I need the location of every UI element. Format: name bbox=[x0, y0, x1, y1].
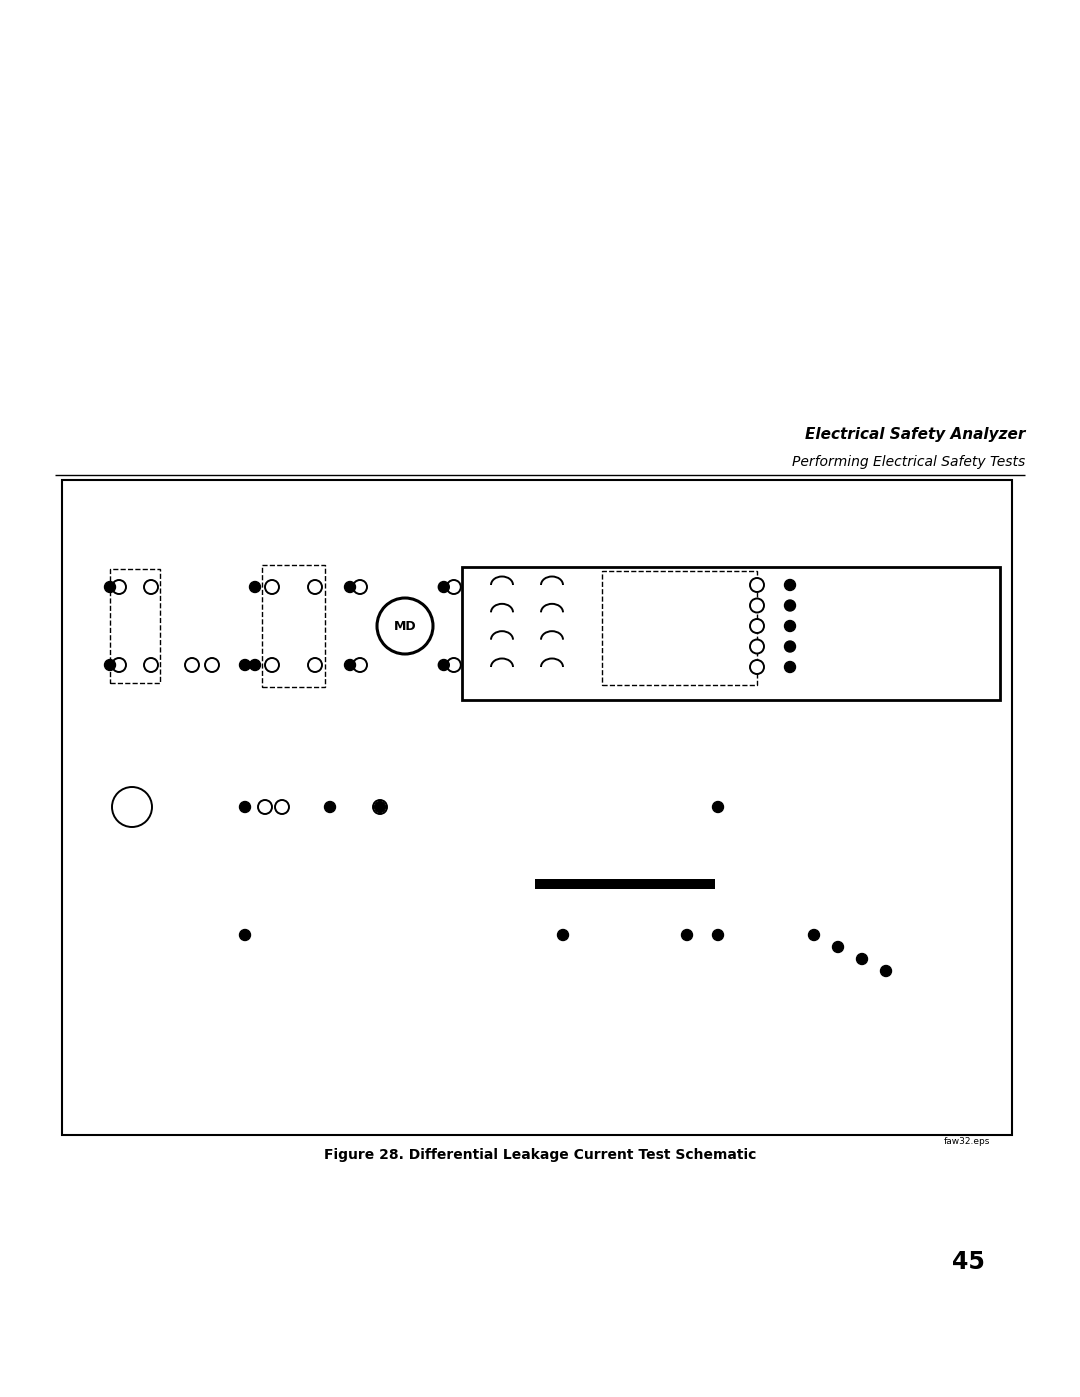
Bar bbox=[535, 879, 715, 888]
Circle shape bbox=[784, 620, 796, 631]
Text: FE: FE bbox=[740, 717, 753, 726]
Circle shape bbox=[713, 929, 724, 940]
Text: DUT_PE: DUT_PE bbox=[340, 791, 378, 800]
Text: MAINS
ON: MAINS ON bbox=[119, 543, 151, 564]
Circle shape bbox=[112, 787, 152, 827]
Circle shape bbox=[557, 929, 568, 940]
Circle shape bbox=[308, 580, 322, 594]
Text: 45: 45 bbox=[953, 1250, 985, 1274]
Text: faw32.eps: faw32.eps bbox=[944, 1137, 990, 1146]
Circle shape bbox=[345, 659, 355, 671]
Circle shape bbox=[265, 658, 279, 672]
Bar bbox=[262, 564, 325, 687]
Circle shape bbox=[438, 581, 449, 592]
Text: CONDUCTIVE PART: CONDUCTIVE PART bbox=[579, 865, 671, 875]
Circle shape bbox=[784, 599, 796, 610]
Bar bbox=[602, 571, 757, 685]
Bar bbox=[462, 567, 1000, 700]
Circle shape bbox=[258, 800, 272, 814]
Text: MAINS: MAINS bbox=[78, 620, 111, 630]
Circle shape bbox=[856, 954, 867, 964]
Bar bbox=[110, 569, 160, 683]
Circle shape bbox=[438, 659, 449, 671]
Circle shape bbox=[185, 658, 199, 672]
Text: Figure 28. Differential Leakage Current Test Schematic: Figure 28. Differential Leakage Current … bbox=[324, 1148, 756, 1162]
Text: TEST
LEAD: TEST LEAD bbox=[564, 897, 590, 919]
Circle shape bbox=[447, 580, 461, 594]
Circle shape bbox=[249, 581, 260, 592]
Circle shape bbox=[681, 929, 692, 940]
Circle shape bbox=[784, 641, 796, 652]
Text: EARTH
OPEN: EARTH OPEN bbox=[275, 774, 308, 795]
Circle shape bbox=[784, 580, 796, 591]
Circle shape bbox=[345, 581, 355, 592]
Circle shape bbox=[377, 598, 433, 654]
Circle shape bbox=[144, 658, 158, 672]
Text: APPLIED
PART: APPLIED PART bbox=[658, 615, 701, 637]
Text: DEVICE UNDER TEST: DEVICE UNDER TEST bbox=[671, 553, 791, 563]
Circle shape bbox=[240, 929, 251, 940]
Circle shape bbox=[880, 965, 891, 977]
Text: DUT_L1: DUT_L1 bbox=[446, 571, 483, 583]
Text: L1: L1 bbox=[71, 583, 84, 592]
Circle shape bbox=[713, 802, 724, 813]
Circle shape bbox=[249, 659, 260, 671]
Circle shape bbox=[240, 802, 251, 813]
Circle shape bbox=[750, 598, 764, 612]
Text: REV
POL: REV POL bbox=[284, 692, 303, 714]
Circle shape bbox=[324, 802, 336, 813]
Circle shape bbox=[750, 659, 764, 673]
Circle shape bbox=[205, 658, 219, 672]
Circle shape bbox=[112, 580, 126, 594]
Text: L2: L2 bbox=[70, 659, 84, 671]
Circle shape bbox=[353, 580, 367, 594]
Circle shape bbox=[375, 802, 386, 813]
Bar bbox=[472, 573, 582, 693]
Circle shape bbox=[105, 659, 116, 671]
Circle shape bbox=[373, 800, 387, 814]
Circle shape bbox=[112, 658, 126, 672]
Circle shape bbox=[353, 658, 367, 672]
Circle shape bbox=[308, 658, 322, 672]
Circle shape bbox=[265, 580, 279, 594]
Text: L2
OPEN: L2 OPEN bbox=[204, 631, 231, 652]
Circle shape bbox=[809, 929, 820, 940]
Circle shape bbox=[750, 619, 764, 633]
Circle shape bbox=[750, 578, 764, 592]
Circle shape bbox=[447, 658, 461, 672]
Text: MD: MD bbox=[394, 619, 416, 633]
Text: PE: PE bbox=[156, 802, 168, 812]
Bar bbox=[62, 481, 1012, 1134]
Text: Performing Electrical Safety Tests: Performing Electrical Safety Tests bbox=[792, 455, 1025, 469]
Circle shape bbox=[275, 800, 289, 814]
Circle shape bbox=[240, 659, 251, 671]
Text: Electrical Safety Analyzer: Electrical Safety Analyzer bbox=[805, 427, 1025, 441]
Circle shape bbox=[144, 580, 158, 594]
Text: DUT_L2: DUT_L2 bbox=[446, 671, 483, 680]
Circle shape bbox=[750, 640, 764, 654]
Circle shape bbox=[784, 662, 796, 672]
Circle shape bbox=[833, 942, 843, 953]
Circle shape bbox=[105, 581, 116, 592]
